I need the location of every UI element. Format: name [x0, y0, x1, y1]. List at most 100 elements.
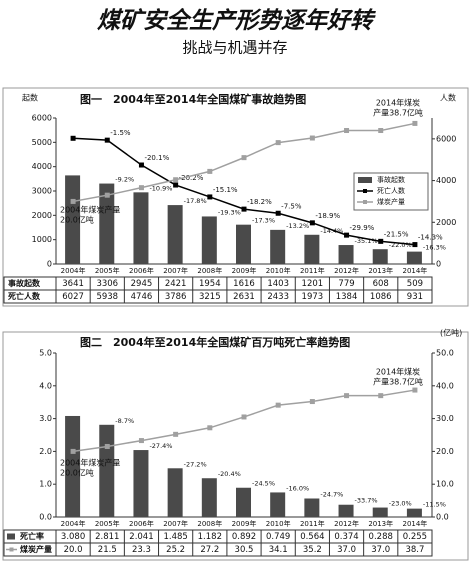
x-tick-label: 2004年: [61, 519, 86, 528]
chart-frame: [2, 87, 469, 307]
bar: [236, 487, 251, 517]
point: [309, 220, 315, 226]
change-label: -17.3%: [252, 217, 275, 225]
table-cell: 1384: [336, 292, 358, 302]
change-label: -20.4%: [218, 470, 241, 478]
table-cell: 0.749: [266, 532, 290, 542]
point: [207, 425, 213, 431]
y-axis-label: 起数: [22, 93, 38, 103]
table-cell: 23.3: [132, 545, 151, 555]
point: [412, 387, 418, 393]
table-cell: 1616: [233, 279, 255, 289]
table-cell: 25.2: [166, 545, 185, 555]
point: [275, 140, 281, 146]
x-tick-label: 2007年: [163, 519, 188, 528]
table-cell: 1086: [370, 292, 392, 302]
y2-tick-label: 2000: [436, 218, 456, 227]
table-cell: 37.0: [337, 545, 356, 555]
point: [138, 438, 144, 444]
change-label: -16.0%: [286, 484, 309, 492]
chart-title: 图二 2004年至2014年全国煤矿百万吨死亡率趋势图: [80, 335, 350, 349]
y-tick-label: 0: [47, 260, 52, 269]
point: [378, 128, 384, 134]
x-tick-label: 2013年: [368, 519, 393, 528]
x-tick-label: 2010年: [266, 519, 291, 528]
change-label: -21.5%: [384, 230, 409, 238]
bar: [167, 468, 183, 517]
annotation: 2004年煤炭产量: [60, 458, 120, 468]
point: [344, 128, 350, 134]
point: [241, 206, 247, 212]
table-row-label: 煤炭产量: [20, 544, 52, 554]
change-label: -14.3%: [418, 234, 443, 242]
point: [412, 242, 418, 248]
y2-tick-label: 4000: [436, 176, 456, 185]
y-tick-label: 4.0: [39, 381, 52, 390]
x-tick-label: 2008年: [197, 266, 222, 275]
point: [70, 135, 76, 141]
y2-tick-label: 0: [436, 260, 441, 269]
table-cell: 1.485: [163, 532, 187, 542]
y-tick-label: 6000: [32, 114, 52, 123]
point: [138, 162, 144, 168]
x-tick-label: 2007年: [163, 266, 188, 275]
bar: [372, 249, 388, 264]
change-label: -7.5%: [281, 202, 302, 210]
change-label: -27.2%: [184, 460, 207, 468]
annotation: 20.0亿吨: [60, 215, 94, 225]
bar: [406, 251, 422, 264]
change-label: -20.1%: [144, 154, 169, 162]
x-tick-label: 2011年: [300, 266, 325, 275]
annotation: 产量38.7亿吨: [373, 377, 423, 387]
bar: [372, 507, 388, 517]
legend-swatch: [358, 177, 372, 183]
bar: [201, 216, 217, 264]
table-cell: 1954: [199, 279, 221, 289]
y2-tick-label: 10.0: [436, 480, 454, 489]
table-cell: 1973: [302, 292, 324, 302]
bar: [99, 183, 115, 264]
bar: [65, 175, 81, 264]
table-cell: 37.0: [371, 545, 390, 555]
point: [104, 443, 110, 449]
x-tick-label: 2012年: [334, 519, 359, 528]
table-cell: 4746: [131, 292, 153, 302]
x-tick-label: 2004年: [61, 266, 86, 275]
table-cell: 27.2: [200, 545, 219, 555]
y-tick-label: 1000: [32, 235, 52, 244]
y-tick-label: 3.0: [39, 414, 52, 423]
point: [344, 393, 350, 399]
x-tick-label: 2009年: [232, 266, 257, 275]
x-tick-label: 2012年: [334, 266, 359, 275]
point: [309, 135, 315, 141]
change-label: -16.3%: [423, 244, 446, 252]
change-label: -27.4%: [149, 442, 172, 450]
bar: [99, 424, 115, 517]
bar: [304, 234, 320, 264]
table-cell: 38.7: [405, 545, 424, 555]
bar: [167, 205, 183, 264]
table-cell: 0.288: [369, 532, 393, 542]
bar: [236, 224, 251, 264]
point: [138, 185, 144, 191]
table-cell: 35.2: [303, 545, 322, 555]
page-subtitle: 挑战与机遇并存: [182, 39, 287, 57]
chart-frame: [2, 331, 469, 561]
change-label: -22.0%: [389, 241, 412, 249]
y2-tick-label: 50.0: [436, 349, 454, 358]
bar: [304, 498, 320, 517]
annotation: 2004年煤炭产量: [60, 205, 120, 215]
table-cell: 3641: [62, 279, 84, 289]
table-cell: 3306: [96, 279, 118, 289]
bar: [406, 508, 422, 517]
point: [309, 399, 315, 405]
x-tick-label: 2005年: [95, 266, 120, 275]
y-tick-label: 5.0: [39, 349, 52, 358]
change-label: -24.7%: [320, 491, 343, 499]
bar: [270, 229, 286, 264]
y-tick-label: 3000: [32, 187, 52, 196]
point: [412, 120, 418, 126]
change-label: -8.7%: [115, 417, 134, 425]
table-cell: 2945: [131, 279, 153, 289]
x-tick-label: 2006年: [129, 266, 154, 275]
